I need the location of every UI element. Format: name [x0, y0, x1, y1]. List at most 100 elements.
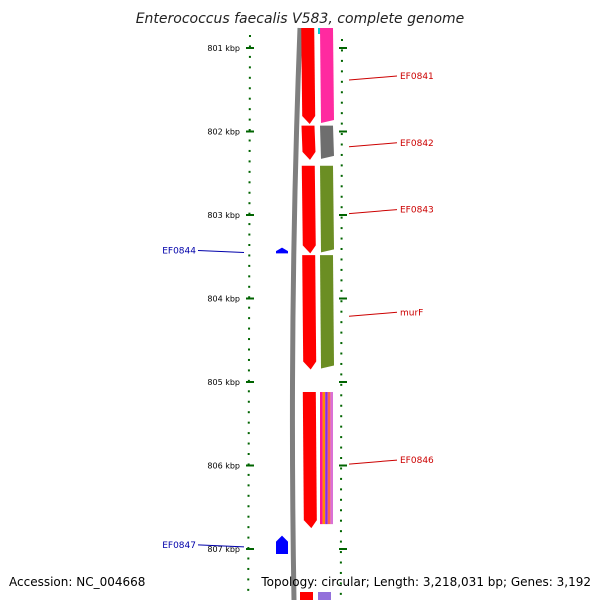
tick-dot [247, 484, 250, 487]
gene-arrow-ef0847 [276, 535, 288, 555]
tick-dot [340, 227, 343, 230]
gene-leader-ef0847 [197, 544, 245, 548]
gene-leader-ef0842 [348, 142, 398, 148]
tick-dot [340, 331, 343, 334]
tick-dot [340, 164, 343, 167]
tick-dot [248, 191, 251, 194]
gene-arrow-ef0844 [276, 247, 288, 254]
gene-label-ef0842: EF0842 [400, 139, 434, 149]
tick-dot [340, 101, 343, 104]
gene-label-ef0846: EF0846 [400, 456, 434, 466]
gene-label-ef0841: EF0841 [400, 72, 434, 82]
gene-arrow-ef0842 [301, 125, 316, 160]
axis-tick-label: 803 kbp [207, 211, 240, 220]
tick-dot [340, 498, 343, 501]
tick-dot [247, 379, 250, 382]
cog-strip-bottom [318, 592, 331, 600]
tick-dot [248, 254, 251, 257]
gene-label-murf: murF [400, 308, 423, 318]
tick-dot [340, 300, 343, 303]
gene-leader-ef0846 [348, 459, 398, 465]
tick-dot [248, 223, 251, 226]
gene-leader-murf [348, 311, 398, 317]
axis-tick-left [246, 130, 254, 133]
tick-dot [340, 425, 343, 428]
accession-text: Accession: NC_004668 [9, 575, 145, 589]
gene-label-ef0847: EF0847 [162, 541, 196, 551]
tick-dot [248, 87, 251, 90]
tick-dot [340, 237, 343, 240]
tick-dot [340, 49, 343, 52]
axis-tick-label: 806 kbp [207, 462, 240, 471]
tick-dot [340, 206, 343, 209]
cog-block-ef0846 [325, 392, 328, 525]
axis-tick-left [246, 297, 254, 300]
tick-dot [247, 453, 250, 455]
axis-tick-right [339, 381, 347, 383]
tick-dot [340, 122, 343, 125]
cog-block-ef0846 [322, 392, 326, 525]
tick-dot [248, 66, 251, 69]
tick-dot [247, 358, 250, 361]
tick-dot [247, 567, 250, 570]
tick-dot [248, 170, 251, 173]
tick-dot [248, 97, 251, 100]
gene-arrow-murf [302, 255, 317, 370]
tick-dot [340, 436, 343, 439]
tick-dot [247, 536, 250, 539]
axis-tick-label: 801 kbp [207, 44, 240, 53]
tick-dot [340, 174, 343, 177]
tick-dot [340, 457, 343, 459]
tick-dot [339, 519, 342, 522]
axis-tick-label: 805 kbp [207, 378, 240, 387]
tick-dot [248, 327, 251, 330]
tick-dot [340, 352, 343, 355]
tick-dot [340, 394, 343, 397]
tick-dot [247, 578, 250, 581]
tick-dot [248, 233, 251, 236]
axis-tick-left [246, 47, 254, 49]
axis-tick-left [246, 464, 254, 467]
tick-dot [340, 362, 343, 365]
map-title: Enterococcus faecalis V583, complete gen… [136, 11, 465, 27]
axis-tick-right [339, 130, 347, 133]
tick-dot [248, 160, 251, 163]
tick-dot [248, 76, 251, 79]
cog-block-ef0842 [320, 125, 334, 159]
gene-label-ef0844: EF0844 [162, 246, 196, 256]
tick-dot [340, 415, 343, 418]
tick-dot [339, 582, 342, 585]
tick-dot [248, 244, 251, 246]
gene-labels: EF0841 EF0842 EF0843 EF0844 murF EF0846 EF0847 [162, 72, 434, 551]
cog-block-ef0843 [320, 165, 334, 253]
axis-tick-right [339, 297, 347, 300]
tick-dot [340, 342, 343, 345]
tick-dot [247, 557, 250, 560]
kbp-axis: 801 kbp 802 kbp 803 kbp 804 kbp 805 kbp 806 k… [207, 44, 347, 554]
tick-dot [248, 202, 251, 205]
tick-dot [247, 421, 250, 424]
tick-dot [340, 477, 343, 480]
tick-dot [340, 268, 343, 271]
axis-tick-label: 804 kbp [207, 295, 240, 304]
tick-dot [340, 91, 343, 94]
tick-dot [340, 279, 343, 282]
tick-dot [340, 80, 343, 83]
tick-dot [248, 181, 251, 184]
tick-dot [340, 143, 343, 146]
tick-dot [340, 185, 343, 188]
tick-dot [248, 317, 251, 320]
tick-dot [340, 258, 343, 261]
tick-dot [247, 463, 250, 466]
tick-dot [247, 588, 250, 591]
tick-dot [340, 404, 343, 407]
axis-tick-left [246, 548, 254, 550]
cog-block-ef0846 [320, 392, 323, 525]
cog-track [318, 28, 334, 600]
tick-dot [247, 494, 250, 497]
gene-strip-bottom [300, 592, 313, 600]
tick-dot [340, 488, 343, 491]
axis-tick-right [339, 214, 347, 216]
tick-dot [340, 112, 343, 115]
